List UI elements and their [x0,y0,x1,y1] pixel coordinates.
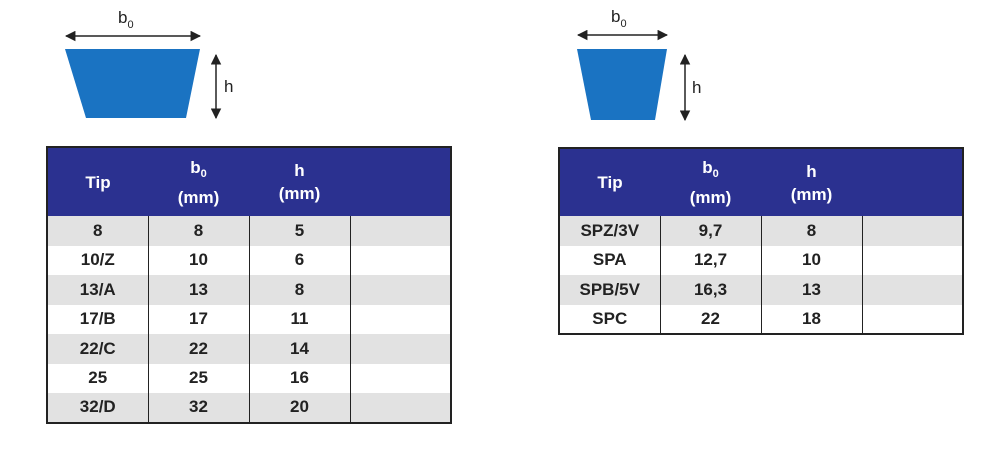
cell-tip: 25 [46,363,149,393]
table-row: 25 25 16 [46,363,452,393]
cell-h: 8 [248,275,351,305]
header-b0: b0 (mm) [148,147,249,216]
header-empty [862,148,963,216]
cell-empty [349,393,452,423]
cell-h: 8 [760,216,863,246]
cell-tip: SPC [558,304,661,334]
table-row: 10/Z 10 6 [46,245,452,275]
narrow-belt-table: Tip b0 (mm) h (mm) SPZ/3V 9,7 8 SPA 12,7 10 SP… [558,147,964,335]
table-header-row: Tip b0 (mm) h (mm) [47,147,451,216]
table-row: 32/D 32 20 [46,393,452,423]
cell-h: 14 [248,334,351,364]
cell-b0: 22 [147,334,250,364]
table-row: SPA 12,7 10 [558,245,964,275]
table-row: SPC 22 18 [558,304,964,334]
cell-empty [861,304,964,334]
cell-empty [349,363,452,393]
cell-empty [349,245,452,275]
cell-tip: SPA [558,245,661,275]
cell-b0: 17 [147,304,250,334]
cell-h: 18 [760,304,863,334]
belt-profile-diagram-classic: b0 h [0,0,260,130]
cell-empty [349,334,452,364]
cell-tip: 22/C [46,334,149,364]
cell-h: 20 [248,393,351,423]
table-row: 22/C 22 14 [46,334,452,364]
cell-empty [861,216,964,246]
cell-b0: 16,3 [659,275,762,305]
belt-profile-diagram-narrow: b0 h [540,0,740,130]
cell-empty [349,304,452,334]
height-label: h [224,77,233,96]
cell-b0: 22 [659,304,762,334]
cell-b0: 25 [147,363,250,393]
cell-b0: 8 [147,216,250,246]
cell-b0: 9,7 [659,216,762,246]
table-row: 17/B 17 11 [46,304,452,334]
height-label: h [692,78,701,97]
header-h: h (mm) [249,147,350,216]
table-row: 13/A 13 8 [46,275,452,305]
cell-b0: 32 [147,393,250,423]
cell-h: 6 [248,245,351,275]
width-label: b0 [118,8,134,31]
classic-belt-table: Tip b0 (mm) h (mm) 8 8 5 10/Z 10 6 13/A 13 8 17/B… [46,146,452,424]
cell-tip: SPZ/3V [558,216,661,246]
header-tip: Tip [559,148,660,216]
table-row: SPB/5V 16,3 13 [558,275,964,305]
cell-tip: SPB/5V [558,275,661,305]
cell-tip: 10/Z [46,245,149,275]
cell-h: 10 [760,245,863,275]
table-row: SPZ/3V 9,7 8 [558,216,964,246]
header-tip: Tip [47,147,148,216]
header-h: h (mm) [761,148,862,216]
cell-h: 11 [248,304,351,334]
cell-tip: 13/A [46,275,149,305]
cell-h: 5 [248,216,351,246]
cell-tip: 32/D [46,393,149,423]
cell-tip: 8 [46,216,149,246]
cell-h: 13 [760,275,863,305]
width-label: b0 [611,7,627,30]
cell-tip: 17/B [46,304,149,334]
belt-cross-section [65,49,200,118]
belt-cross-section [577,49,667,120]
table-header-row: Tip b0 (mm) h (mm) [559,148,963,216]
cell-empty [861,275,964,305]
cell-b0: 10 [147,245,250,275]
header-empty [350,147,451,216]
cell-h: 16 [248,363,351,393]
cell-b0: 12,7 [659,245,762,275]
cell-empty [349,275,452,305]
cell-empty [861,245,964,275]
cell-empty [349,216,452,246]
header-b0: b0 (mm) [660,148,761,216]
cell-b0: 13 [147,275,250,305]
